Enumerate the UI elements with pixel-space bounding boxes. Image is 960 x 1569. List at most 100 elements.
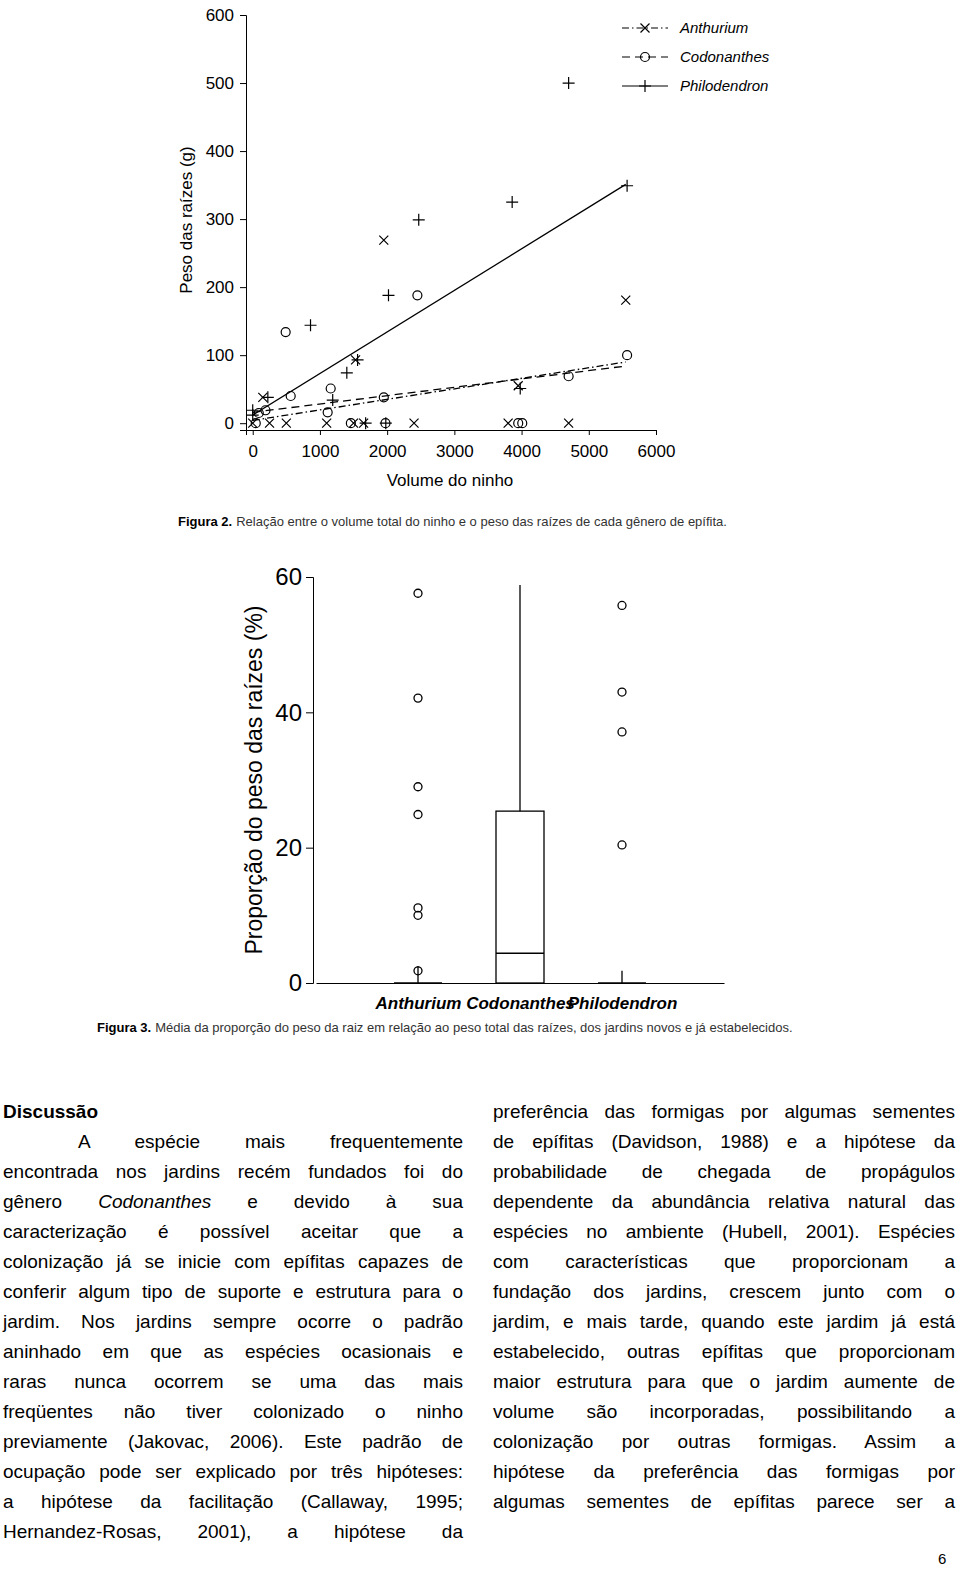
heading: Discussão — [3, 1097, 463, 1127]
tick-label: 500 — [206, 74, 234, 93]
tick-label: 1000 — [302, 442, 340, 461]
tick-label: 0 — [289, 969, 302, 996]
text-line: volume são incorporadas, possibilitando … — [493, 1397, 955, 1427]
point — [621, 180, 633, 192]
plot-area — [247, 77, 633, 429]
median — [496, 953, 544, 954]
box-body — [496, 811, 544, 983]
trend-line — [253, 362, 626, 421]
point — [413, 291, 422, 300]
figure-3: 0204060AnthuriumCodonanthesPhilodendronP… — [241, 563, 725, 1013]
point — [413, 214, 425, 226]
tick-mark — [240, 355, 246, 356]
point — [322, 419, 331, 428]
point — [564, 419, 573, 428]
point — [380, 417, 392, 429]
tick-mark — [240, 423, 246, 424]
text-line: dependente da abundância relativa natura… — [493, 1187, 955, 1217]
box — [598, 601, 646, 983]
point — [518, 419, 527, 428]
whisker-high — [519, 585, 520, 811]
point — [621, 296, 630, 305]
tick-label: 4000 — [503, 442, 541, 461]
box-body — [394, 982, 442, 983]
tick-mark — [454, 430, 455, 435]
x-axis-title: Volume do ninho — [387, 471, 514, 490]
plot-area — [394, 585, 646, 983]
outlier — [414, 911, 422, 919]
tick-label: 6000 — [638, 442, 676, 461]
legend-marker — [641, 24, 650, 33]
tick: 600 — [206, 6, 246, 25]
box — [394, 589, 442, 983]
point — [360, 417, 372, 429]
legend-marker — [641, 53, 650, 62]
tick: 4000 — [503, 430, 541, 461]
text-line: caracterização é possível aceitar que a — [3, 1217, 463, 1247]
tick-mark — [306, 983, 313, 984]
axis: 0100020003000400050006000 — [247, 430, 676, 461]
tick-mark — [589, 430, 590, 435]
tick-label: 100 — [206, 346, 234, 365]
text-line: ocupação pode ser explicado por três hip… — [3, 1457, 463, 1487]
point — [326, 384, 335, 393]
outlier — [414, 783, 422, 791]
point — [262, 391, 274, 403]
page-number: 6 — [938, 1550, 946, 1567]
point — [346, 419, 355, 428]
text-line: a hipótese da facilitação (Callaway, 199… — [3, 1487, 463, 1517]
tick-mark — [522, 430, 523, 435]
axis-line — [317, 983, 725, 984]
caption-text: Média da proporção do peso da raiz em re… — [155, 1020, 792, 1035]
tick-label: 600 — [206, 6, 234, 25]
legend-label: Codonanthes — [680, 48, 770, 65]
legend: AnthuriumCodonanthesPhilodendron — [622, 19, 770, 94]
median — [394, 982, 442, 983]
tick: Philodendron — [568, 983, 678, 1013]
tick-label: 300 — [206, 210, 234, 229]
tick: Anthurium — [375, 983, 462, 1013]
legend-marker — [639, 80, 651, 92]
tick: 40 — [275, 699, 313, 726]
column: preferência das formigas por algumas sem… — [493, 1097, 955, 1517]
text-line: maior estrutura para que o jardim aument… — [493, 1367, 955, 1397]
median — [598, 982, 646, 983]
tick-label: 2000 — [369, 442, 407, 461]
text-line: raras nunca ocorrem se uma das mais — [3, 1367, 463, 1397]
series — [251, 291, 631, 428]
text-line: freqüentes não tiver colonizado o ninho — [3, 1397, 463, 1427]
text-line: Hernandez-Rosas, 2001), a hipótese da — [3, 1517, 463, 1547]
tick-label: Anthurium — [375, 994, 462, 1013]
legend-line — [622, 56, 668, 57]
box-body — [598, 982, 646, 983]
point — [382, 289, 394, 301]
tick-mark — [240, 287, 246, 288]
text-line: jardim, e mais tarde, quando este jardim… — [493, 1307, 955, 1337]
point — [379, 393, 388, 402]
point — [514, 383, 526, 395]
legend-label: Philodendron — [680, 77, 768, 94]
figures: 0100200300400500600010002000300040005000… — [0, 0, 960, 1060]
point — [282, 419, 291, 428]
point — [247, 404, 259, 416]
caption-label: Figura 3. — [97, 1020, 151, 1035]
text-line: probabilidade de chegada de propágulos — [493, 1157, 955, 1187]
tick: 100 — [206, 346, 246, 365]
tick: 400 — [206, 142, 246, 161]
tick-mark — [240, 151, 246, 152]
tick-label: 200 — [206, 278, 234, 297]
text-line: aninhado em que as espécies ocasionais e — [3, 1337, 463, 1367]
tick-mark — [240, 15, 246, 16]
tick-label: 60 — [275, 563, 302, 590]
text-line: estabelecido, outras epífitas que propor… — [493, 1337, 955, 1367]
outlier — [618, 601, 626, 609]
point — [352, 354, 364, 366]
text-line: gênero Codonanthes e devido à sua — [3, 1187, 463, 1217]
tick-label: 40 — [275, 699, 302, 726]
text-run: Codonanthes — [98, 1191, 211, 1212]
trend-line — [253, 366, 626, 412]
tick: 2000 — [369, 430, 407, 461]
tick: 5000 — [570, 430, 608, 461]
outlier — [414, 967, 422, 975]
tick: 500 — [206, 74, 246, 93]
